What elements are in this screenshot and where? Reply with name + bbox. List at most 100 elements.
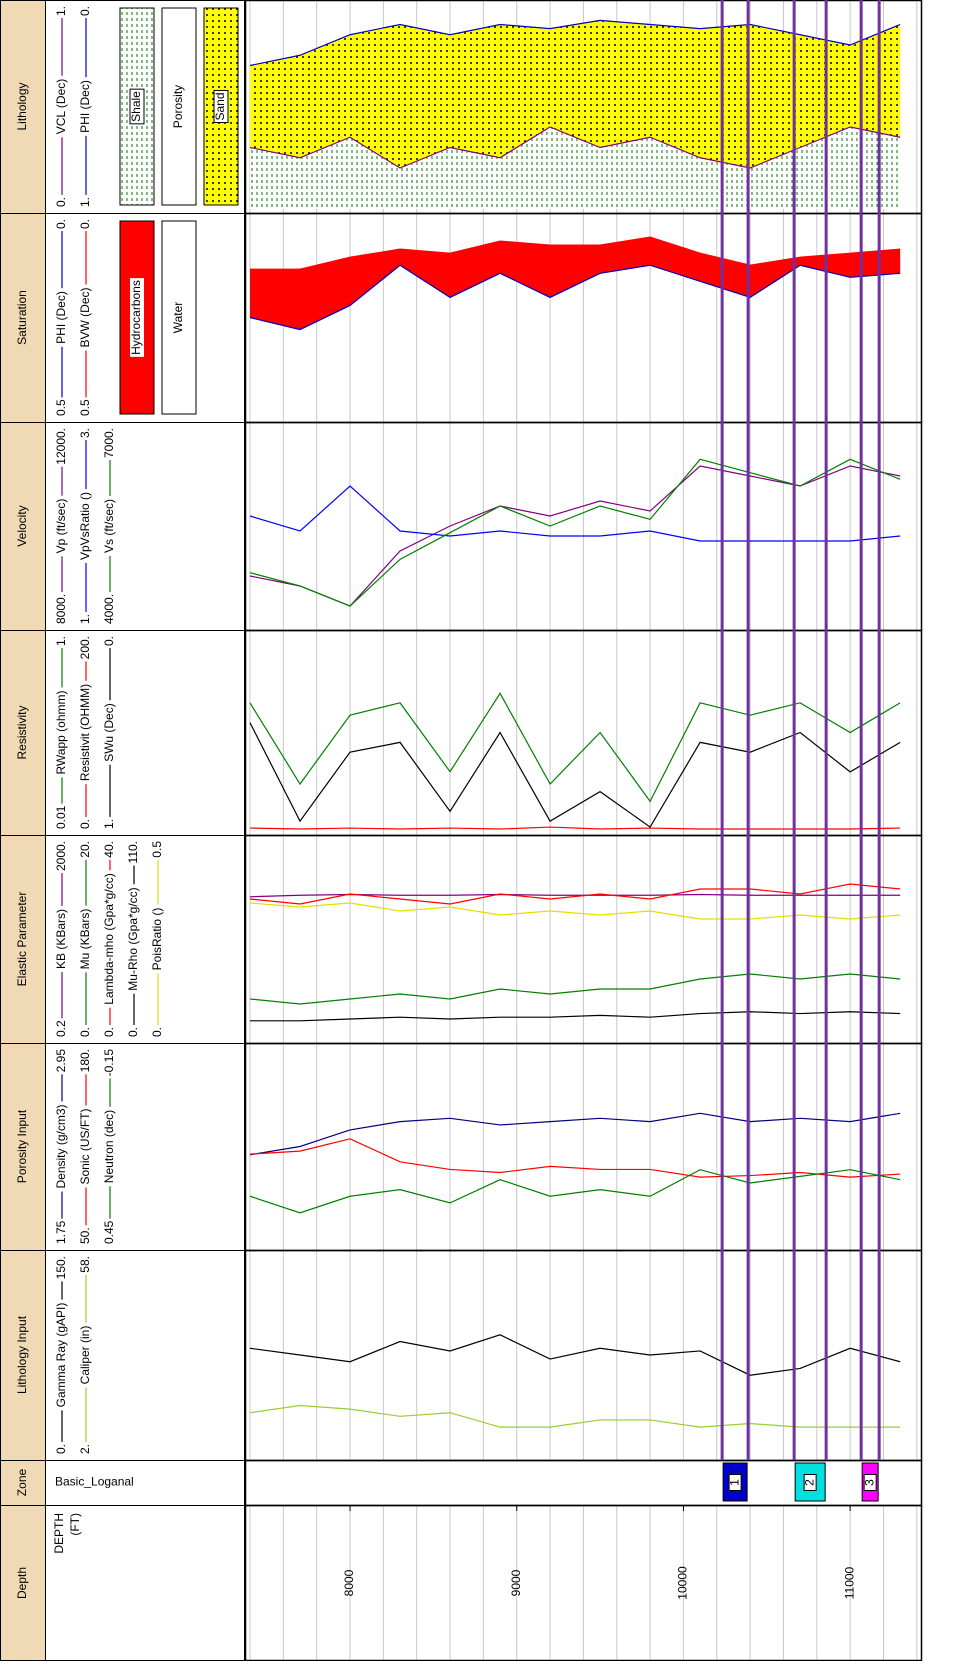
scale-max: 150.	[54, 1256, 68, 1279]
curve-name: Caliper (in)	[78, 1326, 92, 1385]
track-name-cell	[0, 422, 46, 631]
zone-label-bg	[728, 1474, 742, 1491]
curve-name: PHI (Dec)	[54, 291, 68, 344]
scale-max: 0.	[78, 219, 92, 229]
zone-label-bg	[803, 1474, 817, 1491]
scale-min: 0.5	[78, 399, 92, 416]
legend-label-bg	[129, 88, 145, 125]
scale-min: 0.	[150, 1027, 164, 1037]
curve-name: Neutron (dec)	[102, 1110, 116, 1183]
scale-max: 2.95	[54, 1049, 68, 1073]
log-curve	[249, 1334, 901, 1376]
track-name: Lithology	[15, 82, 29, 130]
scale-min: 1.75	[54, 1220, 68, 1244]
scale-max: 0.	[102, 636, 116, 646]
curve-name: Mu-Rho (Gpa*g/cc)	[126, 887, 140, 990]
track-name: Porosity Input	[15, 1109, 29, 1183]
log-curve	[249, 883, 901, 905]
curve-name: Mu (KBars)	[78, 909, 92, 970]
legend-label-bg	[213, 89, 229, 124]
legend-label-bg	[130, 278, 144, 357]
scale-max: 20.	[78, 841, 92, 858]
scale-min: 0.	[54, 197, 68, 207]
depth-label: 10000	[676, 1566, 690, 1600]
track-name-cell	[0, 1505, 46, 1661]
zone-label: 2	[802, 1479, 816, 1486]
scale-min: 2.	[78, 1444, 92, 1454]
curve-name: KB (KBars)	[54, 909, 68, 969]
log-curve	[249, 826, 901, 830]
scale-min: 0.	[54, 1444, 68, 1454]
sand-fill	[250, 20, 901, 169]
log-curve	[250, 1011, 901, 1022]
scale-max: 200.	[78, 636, 92, 659]
legend-label: Porosity	[171, 85, 185, 128]
depth-header-label: (FT)	[68, 1513, 82, 1536]
shale-fill	[250, 127, 901, 209]
curve-name: Gamma Ray (gAPI)	[54, 1303, 68, 1408]
zone-label: 1	[727, 1479, 741, 1486]
curve-name: VCL (Dec)	[54, 79, 68, 135]
scale-min: 0.	[102, 1027, 116, 1037]
scale-max: 7000.	[102, 428, 116, 458]
curve-name: Vs (ft/sec)	[102, 499, 116, 553]
header-cell	[45, 630, 245, 836]
scale-min: 0.01	[54, 805, 68, 829]
log-curve	[249, 902, 901, 920]
scale-min: 50.	[78, 1227, 92, 1244]
curve-name: VpVsRatio ()	[78, 492, 92, 560]
depth-header-label: DEPTH	[52, 1513, 66, 1554]
log-curve	[249, 126, 901, 169]
scale-max: 110.	[126, 841, 140, 863]
scale-max: 1.	[54, 6, 68, 16]
scale-max: -0.15	[102, 1049, 116, 1077]
track-name-cell	[0, 0, 46, 214]
legend-label: Hydrocarbons	[129, 280, 143, 355]
curve-name: Resistivit (OHMM)	[78, 684, 92, 781]
log-curve	[249, 19, 901, 67]
scale-min: 4000.	[102, 594, 116, 624]
scale-min: 0.45	[102, 1220, 116, 1244]
zone-box	[722, 1462, 748, 1502]
scale-max: 0.	[54, 219, 68, 229]
scale-min: 0.5	[54, 399, 68, 416]
curve-name: Vp (ft/sec)	[54, 499, 68, 554]
track-name-cell	[0, 1250, 46, 1461]
log-curve	[249, 264, 901, 331]
scale-max: 1.	[54, 636, 68, 646]
log-curve	[249, 1138, 901, 1178]
zone-label-bg	[863, 1474, 877, 1491]
track-name: Depth	[15, 1567, 29, 1599]
curve-name: BVW (Dec)	[78, 287, 92, 347]
legend-label: Shale	[129, 91, 143, 122]
log-curve	[249, 485, 901, 542]
scale-max: 2000.	[54, 841, 68, 871]
log-curve	[249, 1169, 901, 1214]
scale-max: 3.	[78, 428, 92, 438]
curve-name: PHI (Dec)	[78, 80, 92, 133]
header-cell	[45, 422, 245, 631]
header-cell	[45, 835, 245, 1044]
legend-label: Sand	[213, 92, 227, 120]
curve-name: Density (g/cm3)	[54, 1104, 68, 1188]
depth-label: 8000	[342, 1569, 356, 1596]
legend-label-bg	[172, 82, 186, 131]
curve-name: Sonic (US/FT)	[78, 1108, 92, 1184]
legend-label-bg	[172, 299, 186, 336]
scale-max: 12000.	[54, 428, 68, 465]
scale-min: 0.2	[54, 1020, 68, 1037]
log-curve	[249, 458, 901, 607]
log-curve	[249, 973, 901, 1005]
scale-min: 1.	[78, 614, 92, 624]
scale-min: 0.	[78, 1027, 92, 1037]
log-curve	[249, 1112, 901, 1156]
track-name: Elastic Parameter	[15, 892, 29, 987]
scale-max: 58.	[78, 1256, 92, 1273]
log-curve	[250, 236, 901, 270]
curve-name: PoisRatio ()	[150, 908, 164, 971]
depth-label: 11000	[842, 1566, 856, 1599]
curve-name: SWu (Dec)	[102, 703, 116, 761]
scale-max: 40.	[102, 841, 116, 858]
track-name: Resistivity	[15, 705, 29, 759]
